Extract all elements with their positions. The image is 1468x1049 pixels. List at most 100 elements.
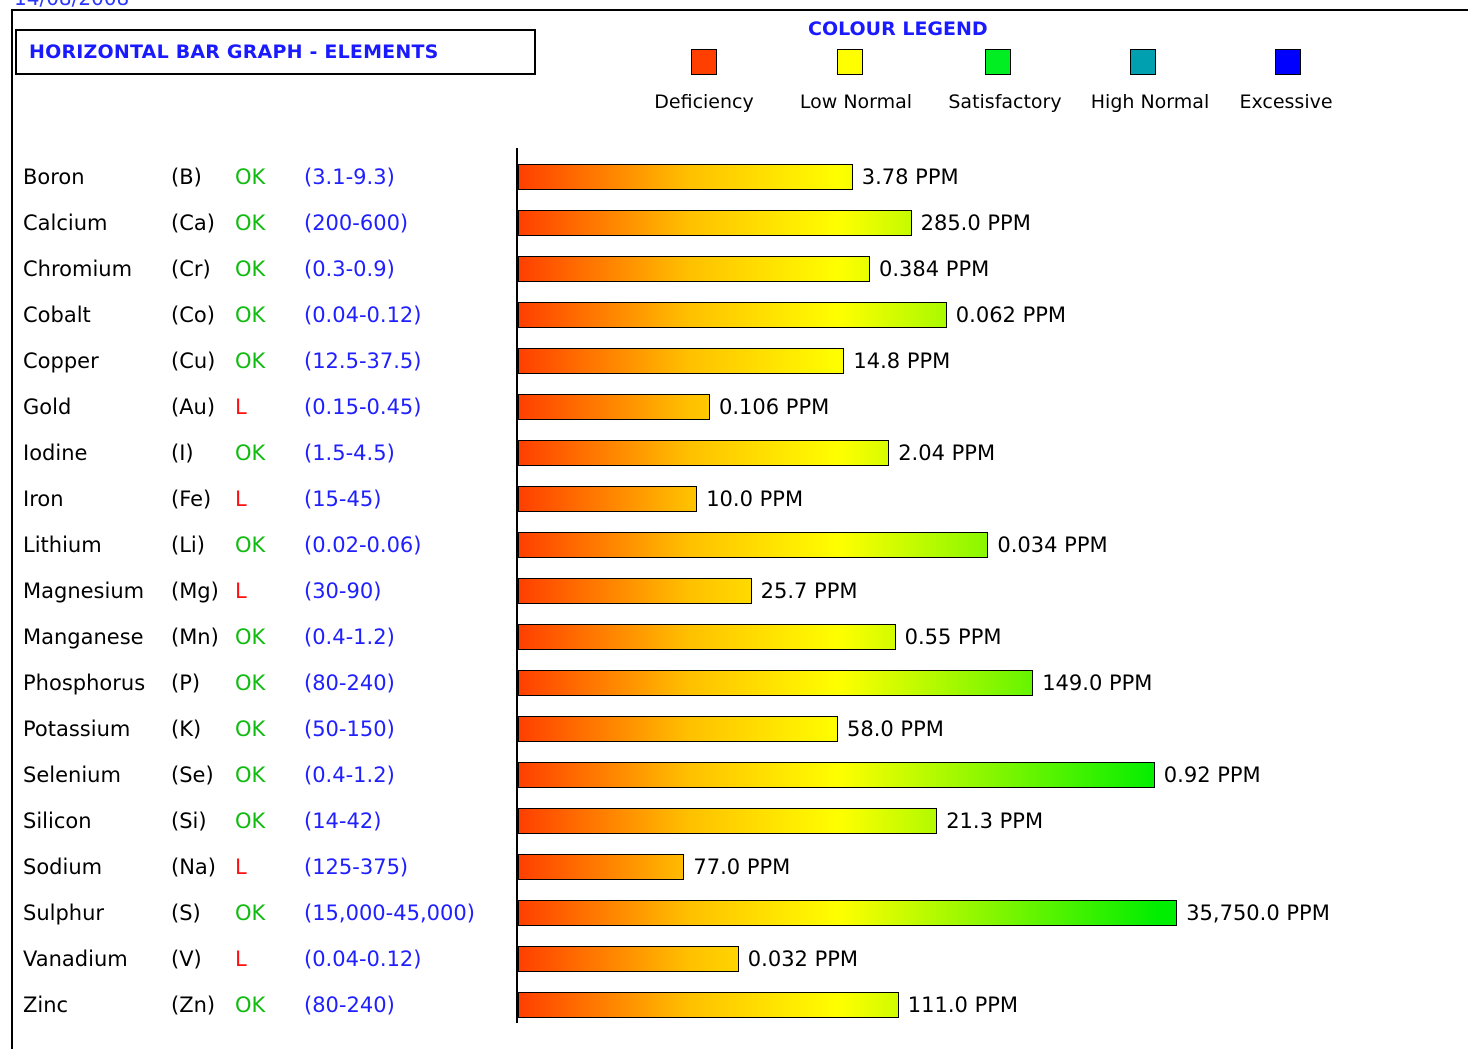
legend-swatch-high-normal [1130,49,1156,75]
element-status-cobalt: OK [235,303,266,327]
element-symbol-magnesium: (Mg) [171,579,219,603]
element-range-calcium: (200-600) [304,211,409,235]
bar-value-label-gold: 0.106 PPM [719,395,830,419]
bar-value-label-zinc: 111.0 PPM [907,993,1019,1017]
bar-copper [518,348,845,374]
element-name-lithium: Lithium [23,533,102,557]
bar-value-label-calcium: 285.0 PPM [920,211,1031,235]
element-status-lithium: OK [235,533,266,557]
element-symbol-calcium: (Ca) [171,211,215,235]
element-name-iron: Iron [23,487,64,511]
element-symbol-phosphorus: (P) [171,671,201,695]
legend-item-deficiency: Deficiency [629,49,779,119]
chart-axis [516,148,518,1023]
bar-sulphur [518,900,1178,926]
element-range-sodium: (125-375) [304,855,409,879]
element-symbol-cobalt: (Co) [171,303,215,327]
bar-iron [518,486,698,512]
element-range-copper: (12.5-37.5) [304,349,422,373]
element-status-potassium: OK [235,717,266,741]
element-symbol-sulphur: (S) [171,901,201,925]
element-range-sulphur: (15,000-45,000) [304,901,475,925]
bar-manganese [518,624,896,650]
bar-magnesium [518,578,752,604]
element-range-lithium: (0.02-0.06) [304,533,422,557]
bar-iodine [518,440,890,466]
element-name-gold: Gold [23,395,72,419]
element-range-phosphorus: (80-240) [304,671,395,695]
element-symbol-boron: (B) [171,165,202,189]
element-name-copper: Copper [23,349,99,373]
bar-value-label-phosphorus: 149.0 PPM [1042,671,1153,695]
element-status-iodine: OK [235,441,266,465]
element-symbol-zinc: (Zn) [171,993,216,1017]
bar-gold [518,394,710,420]
element-range-cobalt: (0.04-0.12) [304,303,422,327]
element-name-vanadium: Vanadium [23,947,128,971]
element-status-sodium: L [235,855,247,879]
element-range-selenium: (0.4-1.2) [304,763,395,787]
element-name-sodium: Sodium [23,855,103,879]
element-symbol-copper: (Cu) [171,349,216,373]
bar-boron [518,164,853,190]
legend-swatch-low-normal [837,49,863,75]
element-symbol-iodine: (I) [171,441,194,465]
bar-value-label-boron: 3.78 PPM [861,165,959,189]
element-status-boron: OK [235,165,266,189]
element-range-manganese: (0.4-1.2) [304,625,395,649]
element-symbol-chromium: (Cr) [171,257,211,281]
element-name-phosphorus: Phosphorus [23,671,146,695]
legend-label-satisfactory: Satisfactory [948,91,1062,113]
element-name-potassium: Potassium [23,717,131,741]
graph-title: HORIZONTAL BAR GRAPH - ELEMENTS [15,29,536,75]
element-name-magnesium: Magnesium [23,579,145,603]
element-range-vanadium: (0.04-0.12) [304,947,422,971]
bar-phosphorus [518,670,1034,696]
legend-item-satisfactory: Satisfactory [930,49,1080,119]
element-status-calcium: OK [235,211,266,235]
bar-value-label-iodine: 2.04 PPM [898,441,996,465]
legend-title: COLOUR LEGEND [808,18,988,40]
bar-value-label-chromium: 0.384 PPM [879,257,990,281]
bar-value-label-selenium: 0.92 PPM [1163,763,1261,787]
element-status-iron: L [235,487,247,511]
bar-potassium [518,716,838,742]
legend-item-high-normal: High Normal [1075,49,1225,119]
element-symbol-sodium: (Na) [171,855,216,879]
element-status-zinc: OK [235,993,266,1017]
element-range-gold: (0.15-0.45) [304,395,422,419]
bar-value-label-silicon: 21.3 PPM [946,809,1044,833]
element-name-manganese: Manganese [23,625,144,649]
element-status-phosphorus: OK [235,671,266,695]
element-status-sulphur: OK [235,901,266,925]
bar-sodium [518,854,685,880]
element-name-iodine: Iodine [23,441,88,465]
element-range-silicon: (14-42) [304,809,382,833]
legend-item-excessive: Excessive [1211,49,1361,119]
bar-selenium [518,762,1155,788]
bar-calcium [518,210,912,236]
legend-swatch-satisfactory [985,49,1011,75]
element-name-chromium: Chromium [23,257,133,281]
bar-value-label-sulphur: 35,750.0 PPM [1186,901,1330,925]
element-range-potassium: (50-150) [304,717,395,741]
bar-value-label-cobalt: 0.062 PPM [955,303,1067,327]
bar-chromium [518,256,870,282]
bar-lithium [518,532,989,558]
element-symbol-silicon: (Si) [171,809,207,833]
element-symbol-manganese: (Mn) [171,625,219,649]
legend-label-high-normal: High Normal [1090,91,1210,113]
element-symbol-selenium: (Se) [171,763,214,787]
bar-value-label-manganese: 0.55 PPM [904,625,1002,649]
element-status-manganese: OK [235,625,266,649]
element-symbol-iron: (Fe) [171,487,212,511]
bar-vanadium [518,946,739,972]
bar-zinc [518,992,899,1018]
date-header: 14/08/2008 [14,0,129,8]
legend-item-low-normal: Low Normal [781,49,931,119]
element-symbol-potassium: (K) [171,717,202,741]
element-symbol-lithium: (Li) [171,533,205,557]
element-name-boron: Boron [23,165,85,189]
legend-label-low-normal: Low Normal [799,91,913,113]
element-symbol-vanadium: (V) [171,947,202,971]
